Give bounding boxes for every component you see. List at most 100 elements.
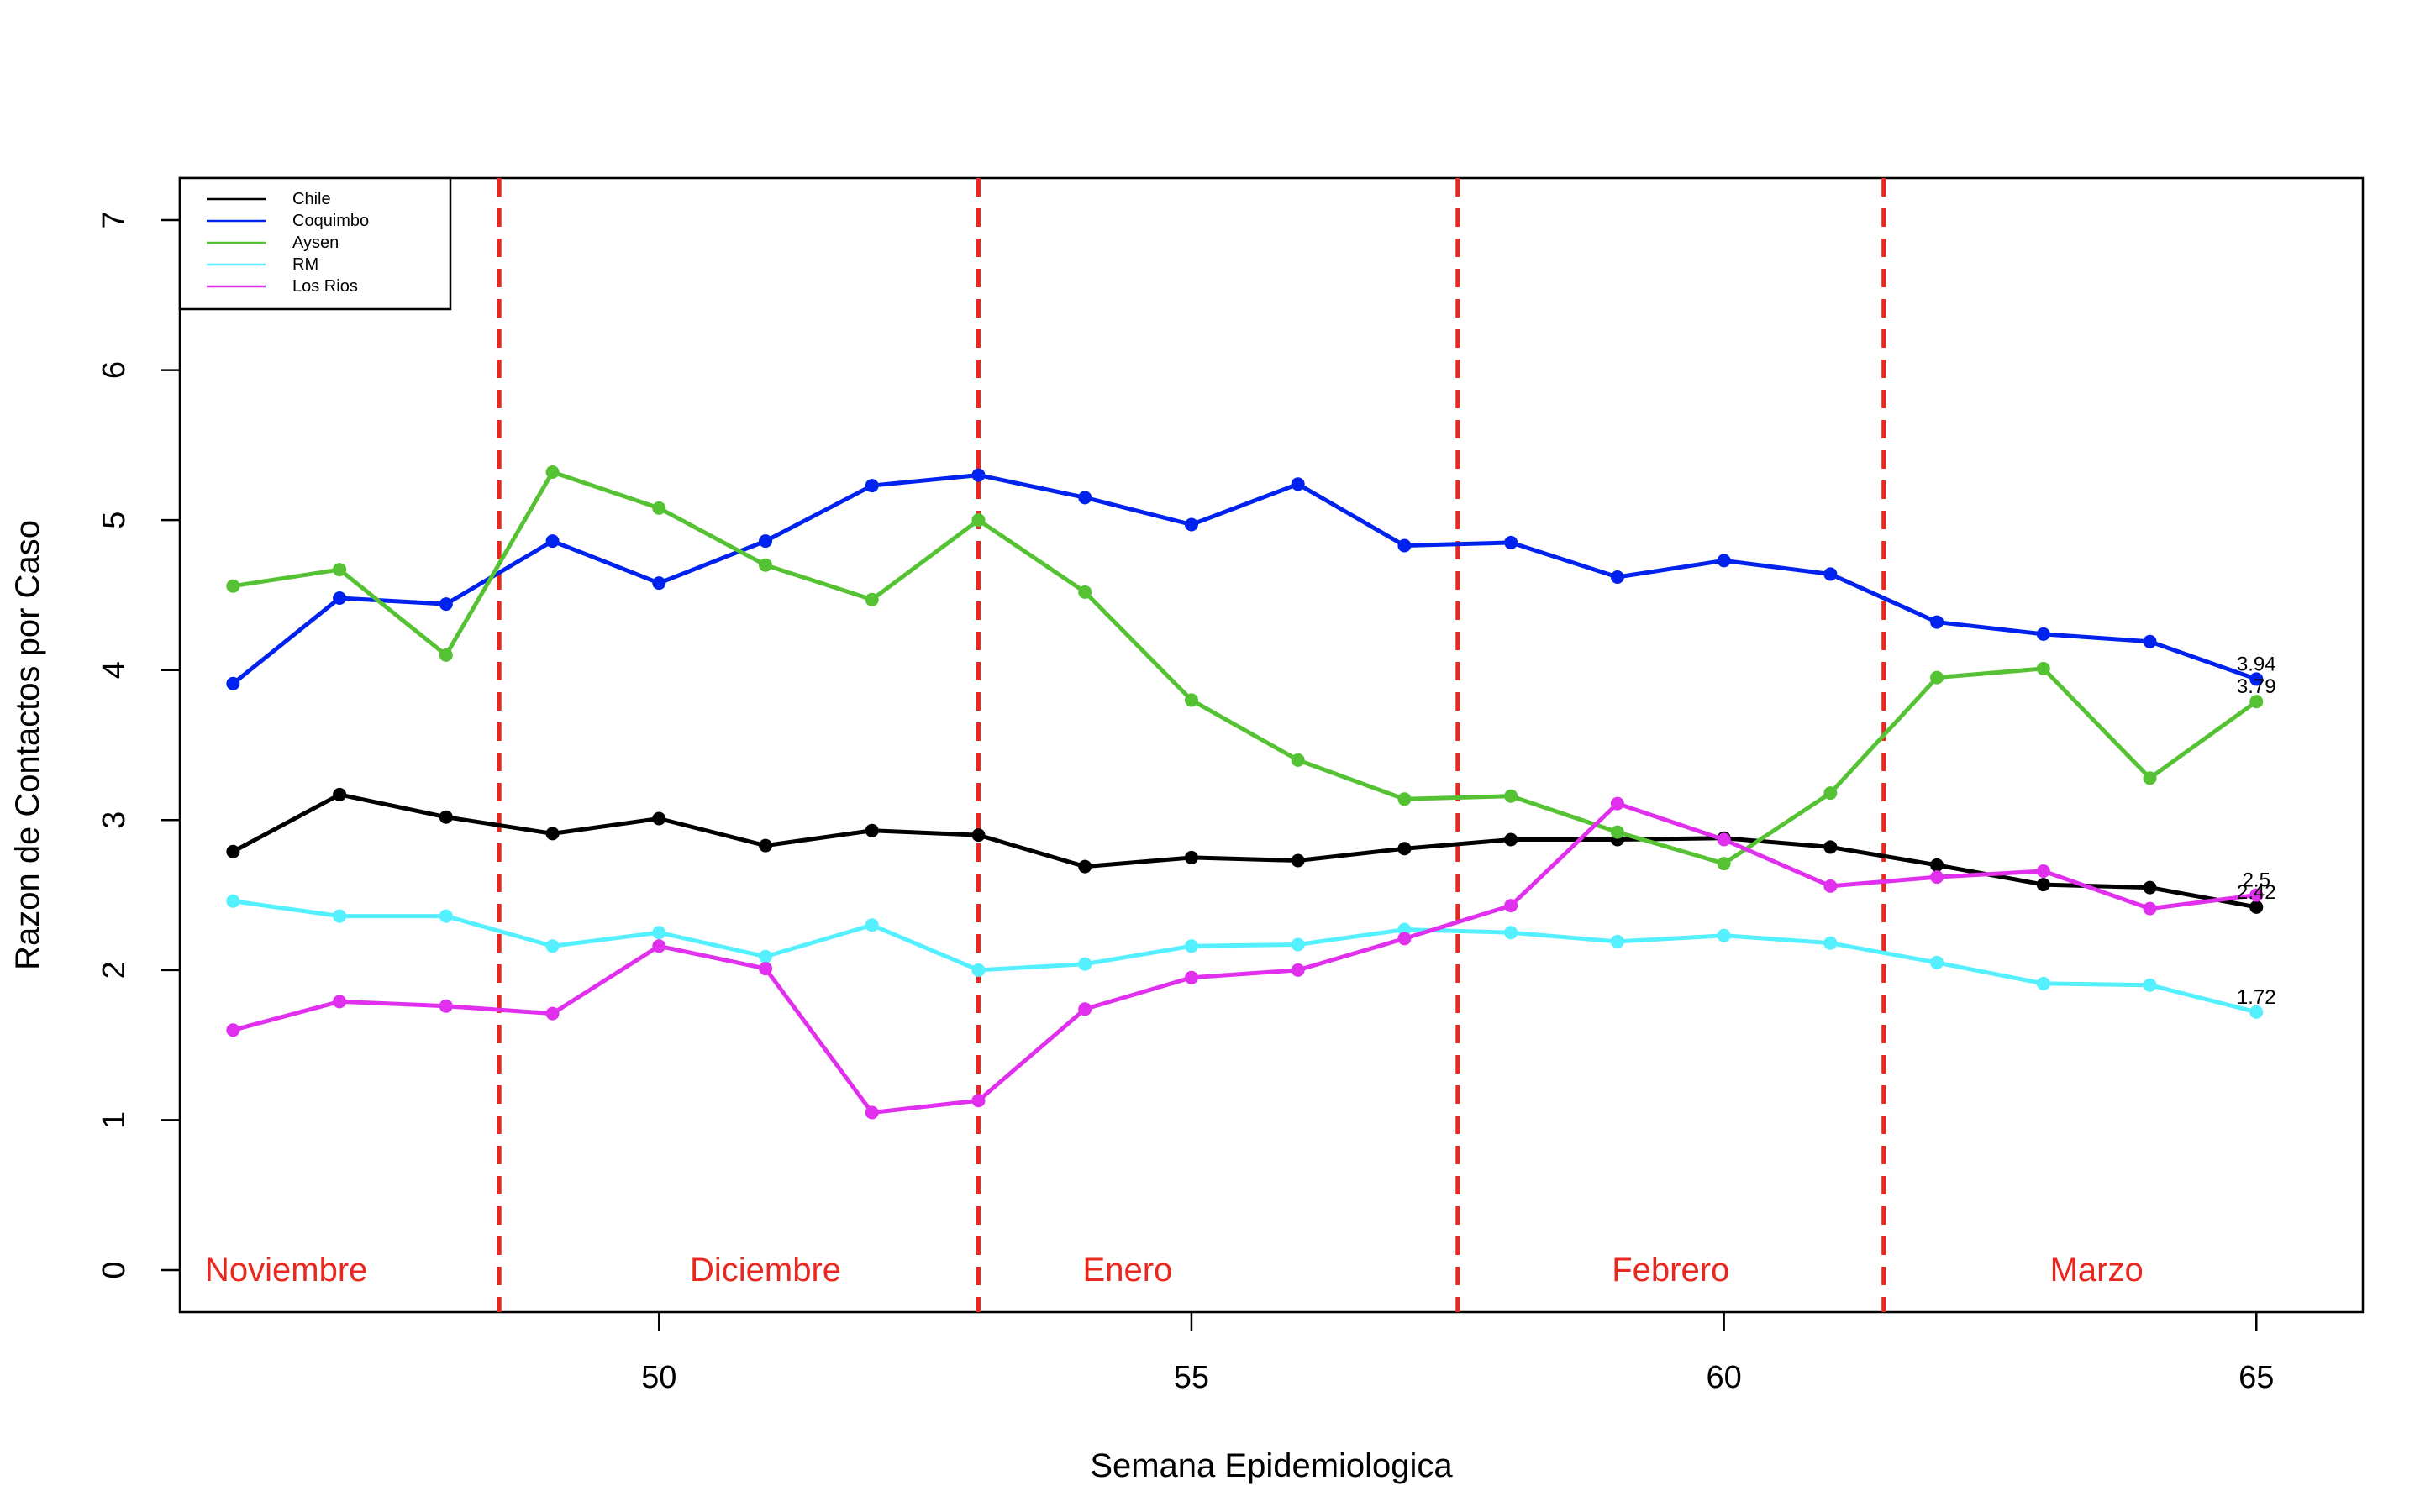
data-point	[865, 479, 879, 493]
series-los-rios	[226, 796, 2264, 1120]
data-point	[1078, 491, 1092, 505]
legend-label: Los Rios	[292, 277, 358, 296]
y-tick-label: 1	[97, 1111, 132, 1129]
data-point	[2143, 634, 2157, 648]
data-point	[545, 939, 560, 953]
data-point	[971, 1094, 986, 1108]
data-point	[759, 949, 773, 963]
data-point	[865, 592, 879, 606]
data-point	[1504, 535, 1518, 549]
data-point	[2249, 900, 2264, 914]
data-point	[226, 1023, 240, 1037]
data-point	[1291, 963, 1305, 977]
y-tick-label: 2	[97, 961, 132, 979]
series-line	[231, 473, 2258, 685]
data-point	[439, 810, 453, 824]
data-point	[1610, 570, 1624, 584]
data-point	[1184, 939, 1198, 953]
end-value-label: 2.5	[2243, 869, 2270, 892]
data-point	[1930, 870, 1944, 885]
data-point	[865, 918, 879, 932]
data-point	[1930, 615, 1944, 629]
data-point	[652, 939, 666, 953]
data-point	[865, 1105, 879, 1120]
data-point	[2249, 695, 2264, 709]
x-axis: 50 55 60 65	[641, 1312, 2274, 1395]
series-line	[232, 470, 2258, 866]
data-point	[1717, 857, 1731, 871]
data-point	[2143, 880, 2157, 895]
data-point	[545, 465, 560, 479]
y-axis: 0 1 2 3 4 5 6 7	[97, 211, 180, 1279]
y-tick-label: 0	[97, 1261, 132, 1278]
data-point	[1078, 585, 1092, 599]
data-point	[226, 844, 240, 858]
data-point	[1610, 825, 1624, 839]
data-point	[1184, 970, 1198, 984]
data-point	[1078, 957, 1092, 971]
legend: Chile Coquimbo Aysen RM Los Rios	[178, 176, 452, 311]
month-label: Enero	[1083, 1252, 1173, 1289]
data-point	[1610, 796, 1624, 811]
data-point	[652, 926, 666, 940]
legend-label: RM	[292, 255, 318, 274]
data-point	[545, 1006, 560, 1021]
series-coquimbo	[226, 468, 2264, 690]
data-point	[1184, 693, 1198, 707]
data-point	[1184, 517, 1198, 532]
y-tick-label: 7	[97, 211, 132, 228]
y-axis-title: Razon de Contactos por Caso	[9, 520, 46, 970]
data-point	[1823, 786, 1838, 801]
series-line	[232, 801, 2257, 1115]
data-point	[439, 648, 453, 662]
data-point	[545, 534, 560, 549]
data-point	[2036, 864, 2050, 878]
data-point	[1610, 934, 1624, 948]
data-point	[333, 563, 347, 577]
data-point	[1930, 670, 1944, 685]
data-point	[759, 838, 773, 853]
month-label: Marzo	[2050, 1252, 2144, 1289]
data-point	[2143, 901, 2157, 916]
data-point	[333, 787, 347, 801]
x-tick-label: 60	[1706, 1360, 1741, 1395]
data-point	[1291, 937, 1305, 952]
data-point	[1504, 926, 1518, 940]
series-group	[226, 465, 2264, 1120]
data-point	[1823, 879, 1838, 893]
data-point	[439, 999, 453, 1013]
data-point	[652, 501, 666, 515]
data-point	[226, 894, 240, 908]
legend-label: Aysen	[292, 234, 339, 252]
series-line	[233, 899, 2257, 1015]
legend-label: Chile	[292, 190, 331, 208]
data-point	[1930, 955, 1944, 969]
data-point	[1823, 936, 1838, 950]
data-point	[226, 676, 240, 690]
data-point	[971, 513, 986, 528]
data-point	[2143, 978, 2157, 992]
data-point	[652, 811, 666, 826]
series-rm	[226, 894, 2264, 1019]
data-point	[1504, 789, 1518, 803]
data-point	[759, 558, 773, 572]
month-label: Noviembre	[205, 1252, 367, 1289]
data-point	[1291, 853, 1305, 868]
end-value-label: 3.79	[2237, 675, 2276, 698]
data-point	[2036, 661, 2050, 675]
data-point	[1078, 859, 1092, 874]
month-label: Diciembre	[690, 1252, 841, 1289]
data-point	[545, 827, 560, 841]
data-point	[971, 468, 986, 482]
data-point	[1078, 1002, 1092, 1016]
legend-label: Coquimbo	[292, 212, 369, 230]
series-chile	[226, 787, 2264, 914]
data-point	[1291, 753, 1305, 767]
data-point	[1930, 858, 1944, 872]
data-point	[333, 995, 347, 1009]
data-point	[1397, 842, 1412, 856]
end-labels: 2.42 3.943.79 1.72 2.5	[2237, 653, 2276, 1008]
data-point	[2249, 1005, 2264, 1019]
data-point	[759, 534, 773, 549]
